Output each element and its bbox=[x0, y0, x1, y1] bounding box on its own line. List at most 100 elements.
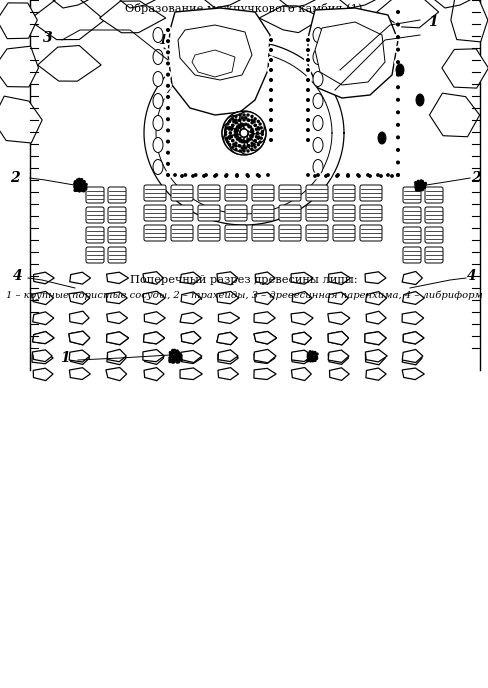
Text: 1: 1 bbox=[158, 34, 167, 47]
Ellipse shape bbox=[153, 160, 163, 175]
Circle shape bbox=[164, 138, 171, 145]
Circle shape bbox=[83, 180, 85, 182]
Circle shape bbox=[325, 175, 327, 178]
Polygon shape bbox=[291, 272, 313, 284]
FancyBboxPatch shape bbox=[225, 225, 247, 241]
Circle shape bbox=[176, 357, 178, 359]
Circle shape bbox=[175, 352, 177, 354]
Circle shape bbox=[172, 350, 174, 352]
Circle shape bbox=[425, 182, 427, 184]
Circle shape bbox=[306, 109, 309, 111]
Circle shape bbox=[243, 140, 245, 142]
Circle shape bbox=[254, 118, 256, 120]
Circle shape bbox=[232, 118, 234, 120]
Polygon shape bbox=[32, 352, 53, 364]
Circle shape bbox=[420, 180, 422, 182]
Circle shape bbox=[323, 173, 329, 179]
Circle shape bbox=[229, 137, 231, 139]
Circle shape bbox=[190, 173, 196, 179]
Circle shape bbox=[164, 171, 171, 178]
Circle shape bbox=[226, 137, 228, 139]
Circle shape bbox=[270, 118, 272, 121]
Ellipse shape bbox=[240, 132, 264, 154]
Ellipse shape bbox=[222, 116, 241, 143]
Circle shape bbox=[358, 175, 360, 178]
Circle shape bbox=[182, 172, 188, 178]
Circle shape bbox=[310, 353, 312, 355]
Circle shape bbox=[164, 116, 171, 122]
Circle shape bbox=[265, 172, 271, 178]
Circle shape bbox=[254, 146, 256, 148]
Circle shape bbox=[227, 123, 229, 125]
Circle shape bbox=[167, 129, 169, 131]
FancyBboxPatch shape bbox=[252, 225, 274, 241]
Ellipse shape bbox=[224, 111, 248, 134]
Text: 3: 3 bbox=[43, 31, 53, 45]
FancyBboxPatch shape bbox=[425, 227, 443, 243]
Polygon shape bbox=[69, 311, 89, 324]
Circle shape bbox=[259, 123, 261, 125]
Circle shape bbox=[356, 173, 362, 179]
Circle shape bbox=[238, 144, 240, 147]
Polygon shape bbox=[328, 350, 349, 363]
Circle shape bbox=[247, 114, 249, 116]
Circle shape bbox=[305, 76, 311, 83]
Circle shape bbox=[192, 175, 194, 178]
Ellipse shape bbox=[243, 135, 261, 151]
FancyBboxPatch shape bbox=[108, 187, 126, 203]
Circle shape bbox=[307, 354, 309, 356]
Polygon shape bbox=[181, 350, 202, 363]
Circle shape bbox=[243, 119, 245, 121]
Text: 2: 2 bbox=[471, 171, 481, 185]
Circle shape bbox=[395, 172, 401, 178]
FancyBboxPatch shape bbox=[225, 205, 247, 221]
Ellipse shape bbox=[224, 132, 248, 154]
Circle shape bbox=[270, 49, 272, 52]
Circle shape bbox=[258, 175, 260, 178]
Ellipse shape bbox=[153, 94, 163, 109]
Circle shape bbox=[253, 120, 255, 122]
Circle shape bbox=[267, 136, 275, 144]
Polygon shape bbox=[403, 332, 424, 344]
Circle shape bbox=[164, 127, 171, 134]
Ellipse shape bbox=[396, 64, 404, 76]
FancyBboxPatch shape bbox=[333, 225, 355, 241]
Circle shape bbox=[249, 138, 251, 140]
Circle shape bbox=[78, 185, 81, 187]
Circle shape bbox=[367, 173, 373, 179]
Circle shape bbox=[235, 128, 237, 130]
Circle shape bbox=[83, 185, 85, 187]
Circle shape bbox=[173, 350, 176, 352]
Polygon shape bbox=[254, 350, 276, 363]
FancyBboxPatch shape bbox=[333, 185, 355, 201]
Circle shape bbox=[315, 172, 321, 178]
Circle shape bbox=[397, 23, 399, 26]
Circle shape bbox=[307, 358, 309, 360]
Circle shape bbox=[267, 47, 275, 54]
Circle shape bbox=[245, 147, 247, 149]
Polygon shape bbox=[217, 332, 237, 345]
Polygon shape bbox=[218, 352, 238, 364]
Circle shape bbox=[164, 60, 171, 67]
Circle shape bbox=[83, 183, 85, 185]
Circle shape bbox=[169, 357, 171, 358]
Circle shape bbox=[247, 119, 249, 121]
Polygon shape bbox=[180, 368, 203, 380]
Circle shape bbox=[394, 8, 402, 16]
Polygon shape bbox=[291, 367, 311, 380]
Ellipse shape bbox=[249, 127, 264, 147]
Circle shape bbox=[254, 140, 256, 142]
Circle shape bbox=[229, 127, 231, 129]
Polygon shape bbox=[254, 352, 275, 363]
Circle shape bbox=[235, 142, 237, 144]
Circle shape bbox=[306, 98, 309, 101]
Polygon shape bbox=[69, 350, 90, 362]
Polygon shape bbox=[29, 0, 104, 40]
Circle shape bbox=[255, 136, 258, 138]
Circle shape bbox=[247, 150, 249, 152]
Circle shape bbox=[251, 122, 253, 124]
Ellipse shape bbox=[378, 132, 386, 144]
Circle shape bbox=[306, 49, 309, 52]
FancyBboxPatch shape bbox=[360, 205, 382, 221]
Polygon shape bbox=[192, 50, 235, 77]
